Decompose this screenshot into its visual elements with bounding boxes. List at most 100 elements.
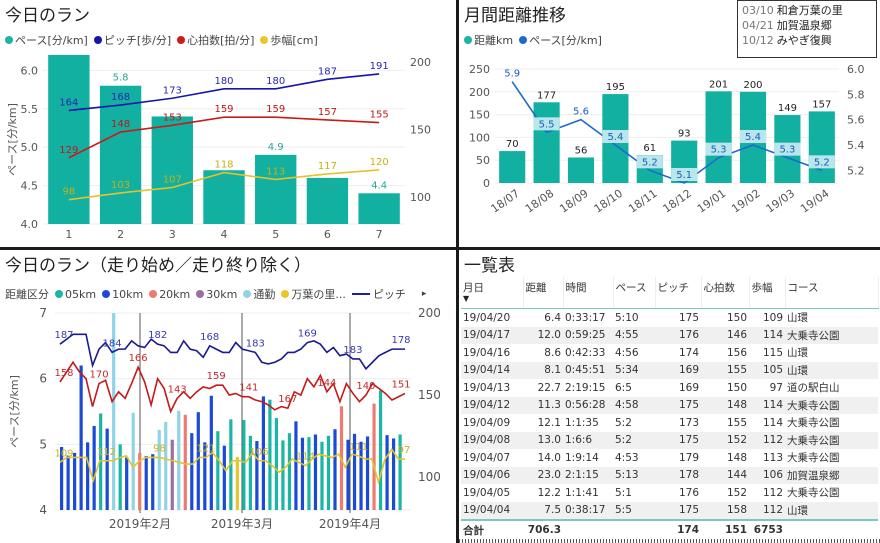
table-cell: 大乗寺公園 [787,487,840,500]
table-row[interactable]: 19/04/06 23.0 2:1:15 5:13 178 144 106 加賀温泉郷 [461,466,878,484]
legend-item[interactable]: 歩幅[cm] [260,32,318,48]
legend-label: 30km [206,287,238,301]
legend-line-icon [351,293,370,295]
race-annotation-box: 03/10 和倉万葉の里 04/21 加賀温泉郷 10/12 みやぎ復興 [737,0,877,58]
table-cell: 19/04/12 [461,396,523,414]
line-data-label: 187 [318,66,337,77]
column-header[interactable]: 距離 [523,277,564,309]
panel-title: 今日のラン [5,6,90,26]
run-bar [92,425,96,510]
legend-item[interactable]: 20km [149,288,190,301]
legend-label: ピッチ [372,288,406,301]
x-tick-label: 19/02 [729,187,762,216]
today-run-panel: 今日のラン ペース[分/km] ピッチ[歩/分] 心拍数[拍/分] 歩幅[cm] 4.… [0,0,456,247]
line-data-label: 191 [370,61,389,72]
legend-item[interactable]: 30km [196,288,237,301]
sort-descending-icon[interactable]: ▼ [463,294,470,303]
pace-label-bg [739,130,767,143]
column-header[interactable]: コース [785,277,879,309]
table-row[interactable]: 19/04/07 14.0 1:9:14 4:53 179 148 113 大乗寺公園 [461,449,878,467]
legend-item[interactable]: 万葉の里... [281,286,346,302]
today-run-chart[interactable]: 4.0 4.5 5.0 5.5 6.0 100 150 200 ペース[分/km] 1 2 3 4 5 6 7… [0,47,456,247]
chart-legend[interactable]: 距離区分 05km 10km 20km 30km 通勤 万葉の里... ピッチ ▸ [5,286,426,302]
table-row[interactable]: 19/04/12 11.3 0:56:28 4:58 175 148 114 大乗寺公園 [461,396,878,414]
line-data-label: 129 [59,145,78,156]
pace-label-bg [705,142,732,156]
table-row[interactable]: 19/04/05 12.2 1:1:41 5:1 176 152 112 大乗寺公園 [461,484,878,502]
table-cell: 19/04/04 [461,501,523,520]
column-header[interactable]: 歩幅 [749,277,786,309]
table-cell: 19/04/05 [463,486,511,499]
y-tick-label: 200 [469,86,490,99]
table-row[interactable]: 19/04/09 12.1 1:1:35 5:2 173 155 114 大乗寺公園 [461,414,878,432]
legend-item[interactable]: 通勤 [243,286,275,302]
table-cell: 山環 [787,347,808,360]
monthly-distance-panel: 月間距離推移 距離km ペース[分/km] 03/10 和倉万葉の里 04/21 加賀温… [459,0,880,247]
legend-item[interactable]: 距離km [464,32,513,48]
y-tick-label: 250 [469,63,490,76]
run-bar [326,435,331,510]
y2-tick-label: 5.2 [847,164,865,177]
legend-item[interactable]: 心拍数[拍/分] [177,32,254,48]
pace-bar-label: 4.4 [371,180,387,191]
legend-item[interactable]: ピッチ[歩/分] [93,32,171,48]
table-row[interactable]: 19/04/13 22.7 2:19:15 6:5 169 150 97 道の駅白山 [461,379,878,397]
legend-dot-icon [177,36,186,44]
annotation-line: 04/21 加賀温泉郷 [742,18,872,33]
trimmed-run-chart[interactable]: 4 5 6 7 100 150 200 ペース[分/km] 2019年2月 2019年3月 2019… [0,303,456,543]
horizontal-scrollbar[interactable] [459,539,880,543]
table-cell: 22.7 [537,381,561,394]
x-tick-label: 2019年3月 [211,517,273,531]
legend-item-line[interactable]: ピッチ [351,286,406,302]
run-bar [359,441,363,510]
table-row[interactable]: 19/04/16 8.6 0:42:33 4:56 174 156 115 山環 [461,344,878,362]
line-data-label: 113 [266,166,285,177]
table-row[interactable]: 19/04/20 6.4 0:33:17 5:10 175 150 109 山環 [461,309,878,327]
table-cell: 1:1:35 [565,416,599,429]
table-cell: 175 [655,431,701,449]
column-header[interactable]: 時間 [563,277,614,309]
line-data-label: 166 [129,353,148,364]
legend-label: 心拍数[拍/分] [187,34,255,47]
column-header[interactable]: 月日 ▼ [461,277,524,309]
line-data-label: 148 [111,119,130,130]
chart-legend[interactable]: 距離km ペース[分/km] [464,32,605,48]
legend-item[interactable]: 10km [102,288,143,301]
table-row[interactable]: 19/04/14 8.1 0:45:51 5:34 169 155 105 山環 [461,361,878,379]
table-row[interactable]: 19/04/08 13.0 1:6:6 5:2 175 152 112 大乗寺公園 [461,431,878,449]
x-tick-label: 18/08 [523,187,556,216]
column-header[interactable]: 心拍数 [701,277,750,309]
legend-dot-icon [102,290,111,298]
table-cell: 19/04/16 [463,346,511,359]
legend-item[interactable]: ペース[分/km] [519,32,602,48]
legend-item[interactable]: 05km [55,288,96,301]
line-data-label: 180 [266,76,285,87]
table-cell: 1:9:14 [565,451,599,464]
line-data-label: 169 [298,329,317,340]
table-cell: 6.4 [544,311,561,324]
legend-item[interactable]: ペース[分/km] [5,32,88,48]
line-data-label: 155 [370,110,389,121]
table-row[interactable]: 19/04/17 12.0 0:59:25 4:55 176 146 114 大乗寺公園 [461,326,878,344]
pace-bar-label: 4.6 [319,183,335,194]
run-bar [261,396,265,510]
line-data-label: 157 [318,107,337,118]
monthly-distance-chart[interactable]: 0 50 100 150 200 250 5.2 5.4 5.6 5.8 6.0 18/07 18/08… [459,57,880,247]
legend-dot-icon [149,290,158,298]
table-cell: 0:38:17 [563,501,613,520]
column-header[interactable]: ペース [613,277,656,309]
line-data-label: 114 [296,452,315,463]
total-course [785,519,878,539]
annotation-date: 03/10 [742,4,774,17]
legend-next-arrow-icon[interactable]: ▸ [421,289,427,299]
legend-dot-icon [93,36,102,44]
pace-bar-label: 4.9 [268,142,284,153]
pace-label-bg [636,155,663,169]
chart-legend[interactable]: ペース[分/km] ピッチ[歩/分] 心拍数[拍/分] 歩幅[cm] [5,32,321,48]
trimmed-run-panel: 今日のラン（走り始め／走り終り除く） 距離区分 05km 10km 20km 30km 通… [0,250,456,543]
table-cell: 115 [762,346,783,359]
table-cell: 156 [726,346,747,359]
column-header[interactable]: ピッチ [655,277,702,309]
distance-bar [533,102,560,183]
table-row[interactable]: 19/04/04 7.5 0:38:17 5:5 175 158 112 山環 [461,501,878,520]
